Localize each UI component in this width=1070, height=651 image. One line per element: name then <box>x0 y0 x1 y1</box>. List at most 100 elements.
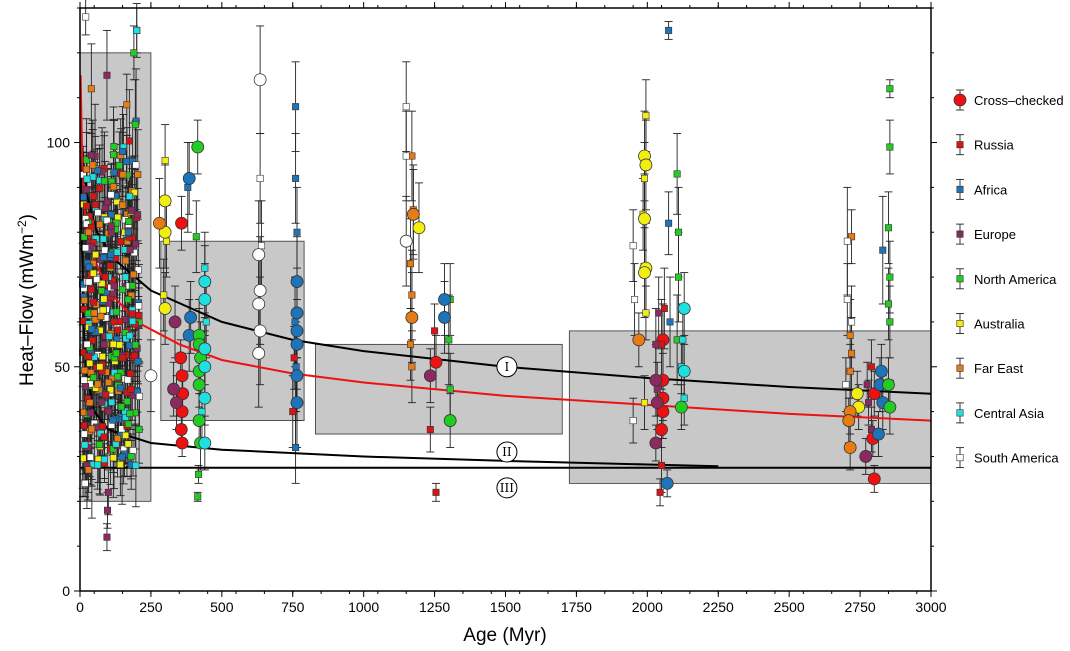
cluster-point <box>96 220 104 228</box>
cross-checked-point <box>843 441 857 454</box>
cluster-point <box>124 420 132 428</box>
south-america-point <box>629 242 637 250</box>
cluster-point <box>97 287 105 295</box>
far-east-point <box>846 367 854 375</box>
cluster-point <box>105 332 113 340</box>
cluster-point <box>114 373 122 381</box>
north-america-point <box>195 470 203 478</box>
legend-item-central-asia: Central Asia <box>956 402 1045 424</box>
cluster-point <box>80 296 88 304</box>
europe-point <box>100 340 108 348</box>
cluster-point <box>118 286 126 294</box>
europe-point <box>655 309 663 317</box>
russia-point <box>127 385 135 393</box>
cross-checked-point <box>882 378 895 392</box>
cross-checked-point <box>412 221 426 235</box>
africa-point <box>119 148 127 156</box>
cluster-point <box>132 240 140 248</box>
africa-point <box>184 183 192 191</box>
legend-item-north-america: North America <box>956 268 1057 290</box>
cross-checked-point <box>638 266 651 279</box>
curve-label-circle <box>496 477 518 499</box>
cluster-point <box>119 201 127 209</box>
cross-checked-point <box>842 414 856 427</box>
central-asia-point <box>679 336 687 344</box>
cluster-point <box>89 269 97 277</box>
australia-point <box>640 174 648 182</box>
cluster-point <box>134 266 142 274</box>
central-asia-point <box>126 192 134 200</box>
cluster-point <box>126 246 134 254</box>
cluster-point <box>107 386 115 394</box>
cluster-point <box>83 202 91 210</box>
curve-label-circle <box>496 356 518 378</box>
cluster-point <box>82 382 90 390</box>
russia-point <box>289 408 297 416</box>
africa-point <box>292 363 300 371</box>
cross-checked-point <box>184 311 198 324</box>
far-east-point <box>408 291 416 299</box>
cluster-point <box>132 341 140 349</box>
cross-checked-point <box>649 436 663 450</box>
cross-checked-point <box>182 172 196 185</box>
cluster-point <box>110 143 118 151</box>
cluster-point <box>124 440 132 448</box>
cluster-point <box>109 416 117 424</box>
cluster-point <box>94 209 102 217</box>
south-america-point <box>631 295 639 303</box>
y-tick-label: 100 <box>47 135 71 151</box>
cross-checked-point <box>170 396 183 410</box>
cluster-point <box>97 312 105 320</box>
cross-checked-point <box>144 369 158 383</box>
x-tick-label: 1500 <box>490 599 521 615</box>
russia-point <box>431 327 439 335</box>
x-tick-label: 500 <box>210 599 234 615</box>
cross-checked-point <box>650 396 664 410</box>
cross-checked-point <box>175 405 189 419</box>
north-america-point <box>886 318 894 326</box>
legend-item-south-america: South America <box>956 447 1059 469</box>
cluster-point <box>132 461 140 469</box>
legend-marker <box>956 230 964 238</box>
far-east-point <box>848 233 856 241</box>
cross-checked-point <box>677 364 691 378</box>
y-tick-label: 0 <box>62 583 70 599</box>
cluster-point <box>87 151 95 159</box>
cluster-point <box>125 217 133 225</box>
australia-point <box>640 399 648 407</box>
russia-point <box>656 488 664 496</box>
central-asia-point <box>133 26 141 34</box>
y-axis-label-close: ) <box>17 214 38 220</box>
south-america-point <box>81 479 89 487</box>
cross-checked-point <box>290 324 304 338</box>
cross-checked-point <box>290 337 304 351</box>
cluster-point <box>80 233 88 241</box>
legend-label: Central Asia <box>974 406 1045 421</box>
cross-checked-point <box>158 225 172 239</box>
legend-marker <box>953 93 967 107</box>
cluster-point <box>95 441 103 449</box>
cluster-point <box>101 204 109 212</box>
cluster-point <box>105 378 113 386</box>
south-america-point <box>256 174 264 182</box>
far-east-point <box>848 349 856 357</box>
legend-label: Europe <box>974 227 1016 242</box>
y-axis: 0 50 100 <box>47 7 937 599</box>
cross-checked-point <box>660 476 674 490</box>
x-tick-label: 1750 <box>561 599 592 615</box>
africa-point <box>124 228 132 236</box>
cluster-point <box>125 341 133 349</box>
x-tick-label: 0 <box>76 599 84 615</box>
cluster-point <box>100 433 108 441</box>
legend-marker <box>956 319 964 327</box>
africa-point <box>292 443 300 451</box>
cluster-point <box>83 186 91 194</box>
cluster-point <box>86 359 94 367</box>
cluster-point <box>134 211 142 219</box>
cluster-point <box>91 201 99 209</box>
x-tick-label: 2500 <box>774 599 805 615</box>
cluster-point <box>88 425 96 433</box>
central-asia-point <box>680 394 688 402</box>
legend: Cross–checked Russia Africa Europe North Ame… <box>953 89 1064 469</box>
